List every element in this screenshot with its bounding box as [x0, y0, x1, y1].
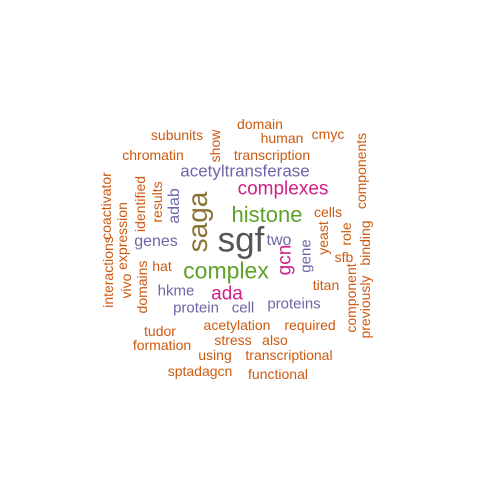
word-yeast: yeast	[315, 221, 331, 255]
word-functional: functional	[248, 366, 308, 382]
word-chromatin: chromatin	[122, 147, 184, 163]
word-component: component	[343, 263, 359, 333]
word-human: human	[260, 130, 304, 146]
word-expression: expression	[114, 202, 130, 270]
word-vivo: vivo	[118, 273, 134, 299]
word-domains: domains	[134, 260, 150, 314]
word-sfb: sfb	[334, 249, 354, 265]
word-gene: gene	[297, 239, 315, 273]
word-domain: domain	[237, 116, 283, 132]
word-interactions: interactions	[100, 236, 116, 308]
word-two: two	[266, 232, 292, 249]
word-titan: titan	[312, 277, 340, 293]
word-gcn: gcn	[274, 244, 296, 276]
word-cells: cells	[313, 204, 343, 220]
word-complexes: complexes	[237, 178, 329, 200]
word-histone: histone	[231, 202, 303, 227]
word-show: show	[207, 129, 223, 163]
word-genes: genes	[134, 233, 178, 250]
word-proteins: proteins	[267, 295, 321, 313]
word-stress: stress	[214, 332, 252, 348]
word-required: required	[284, 317, 336, 333]
word-transcriptional: transcriptional	[245, 347, 333, 363]
word-binding: binding	[357, 220, 373, 266]
word-formation: formation	[132, 337, 192, 353]
word-also: also	[262, 332, 288, 348]
word-sptadagcn: sptadagcn	[167, 363, 233, 379]
word-identified: identified	[132, 175, 148, 233]
word-adab: adab	[166, 188, 183, 224]
word-protein: protein	[173, 299, 219, 317]
word-saga: saga	[182, 191, 213, 253]
word-cmyc: cmyc	[311, 126, 345, 142]
word-role: role	[338, 222, 354, 246]
word-sgf: sgf	[217, 220, 265, 260]
word-results: results	[149, 181, 165, 223]
word-tudor: tudor	[144, 323, 176, 339]
word-hat: hat	[152, 258, 172, 274]
word-acetyltransferase: acetyltransferase	[180, 161, 310, 181]
word-components: components	[353, 132, 369, 210]
word-hkme: hkme	[157, 282, 195, 300]
word-ada: ada	[211, 283, 243, 305]
word-complex: complex	[183, 257, 269, 284]
word-using: using	[198, 347, 232, 363]
word-transcription: transcription	[233, 147, 311, 163]
word-acetylation: acetylation	[203, 317, 271, 333]
word-cell: cell	[231, 299, 255, 317]
word-coactivator: coactivator	[98, 172, 114, 240]
word-previously: previously	[357, 275, 373, 339]
word-subunits: subunits	[150, 127, 204, 143]
